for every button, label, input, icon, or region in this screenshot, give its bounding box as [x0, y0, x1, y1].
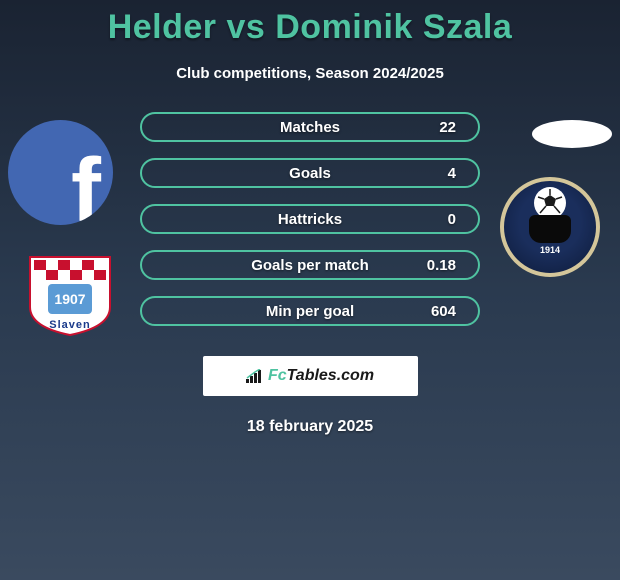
trophy-icon [529, 215, 571, 243]
club-left-year: 1907 [54, 291, 85, 307]
stat-label: Min per goal [266, 303, 354, 320]
stat-value: 0 [448, 211, 456, 228]
player-right-avatar [532, 120, 612, 148]
stat-value: 604 [431, 303, 456, 320]
brand-text: FcTables.com [268, 367, 374, 385]
facebook-icon: f [71, 140, 101, 225]
club-badge-left: 1907 Slaven [20, 252, 120, 337]
comparison-content: f 1907 Slaven 1914 [0, 112, 620, 436]
stats-list: Matches 22 Goals 4 Hattricks 0 Goals per… [140, 112, 480, 326]
bar-chart-icon [246, 369, 264, 383]
stat-row: Min per goal 604 [140, 296, 480, 326]
stat-value: 0.18 [427, 257, 456, 274]
club-badge-right: 1914 [500, 177, 600, 277]
page-title: Helder vs Dominik Szala [0, 0, 620, 47]
date-text: 18 february 2025 [0, 418, 620, 436]
stat-label: Hattricks [278, 211, 342, 228]
stat-label: Goals per match [251, 257, 369, 274]
player-left-avatar: f [8, 120, 113, 225]
lokomotiva-badge-icon: 1914 [500, 177, 600, 277]
stat-row: Matches 22 [140, 112, 480, 142]
stat-row: Goals 4 [140, 158, 480, 188]
club-right-year: 1914 [540, 245, 560, 255]
stat-row: Hattricks 0 [140, 204, 480, 234]
stat-label: Goals [289, 165, 331, 182]
subtitle: Club competitions, Season 2024/2025 [0, 65, 620, 82]
stat-value: 4 [448, 165, 456, 182]
slaven-shield-icon: 1907 Slaven [20, 252, 120, 337]
club-left-name: Slaven [49, 319, 90, 331]
stat-value: 22 [439, 119, 456, 136]
stat-row: Goals per match 0.18 [140, 250, 480, 280]
brand-badge[interactable]: FcTables.com [203, 356, 418, 396]
stat-label: Matches [280, 119, 340, 136]
